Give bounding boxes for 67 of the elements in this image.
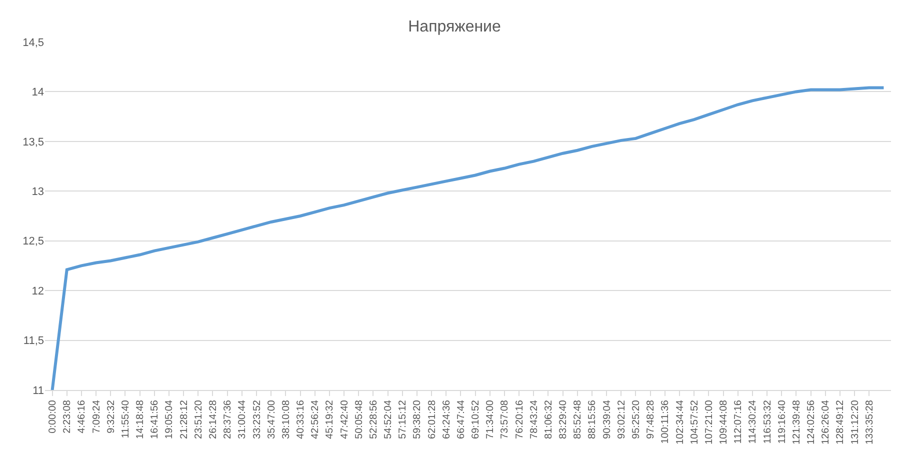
x-tick-label: 19:05:04	[164, 400, 176, 439]
x-tick-label: 104:57:52	[689, 400, 700, 444]
x-tick-label: 42:56:24	[310, 400, 322, 439]
x-tick-label: 97:48:28	[646, 400, 657, 439]
x-tick-label: 112:07:16	[733, 400, 744, 444]
x-tick-label: 133:35:28	[864, 400, 876, 444]
y-tick-label: 13,5	[22, 136, 44, 148]
x-tick-label: 107:21:00	[704, 400, 715, 444]
x-tick-label: 83:29:40	[558, 400, 570, 439]
x-tick-label: 23:51:20	[193, 400, 204, 439]
x-tick-label: 121:39:48	[791, 400, 802, 444]
x-tick-label: 33:23:52	[252, 400, 263, 439]
x-tick-label: 35:47:00	[266, 400, 278, 439]
y-tick-label: 12,5	[22, 236, 44, 248]
x-tick-label: 90:39:04	[602, 400, 613, 439]
x-tick-label: 95:25:20	[630, 400, 642, 439]
x-tick-label: 47:42:40	[339, 400, 350, 439]
x-tick-label: 66:47:44	[456, 400, 467, 439]
x-tick-label: 21:28:12	[178, 400, 190, 439]
x-tick-label: 126:26:04	[820, 400, 832, 444]
x-tick-label: 14:18:48	[135, 400, 146, 439]
x-tick-label: 54:52:04	[383, 400, 394, 439]
x-tick-label: 57:15:12	[398, 400, 409, 439]
x-tick-label: 116:53:32	[762, 400, 774, 444]
x-tick-label: 0:00:00	[48, 400, 59, 434]
x-tick-label: 119:16:40	[776, 400, 788, 444]
x-tick-label: 45:19:32	[324, 400, 336, 439]
x-tick-label: 11:55:40	[120, 400, 132, 438]
line-series	[50, 86, 886, 390]
x-tick-label: 9:32:32	[106, 400, 117, 434]
x-tick-label: 102:34:44	[674, 400, 686, 444]
x-tick-label: 100:11:36	[660, 400, 672, 444]
x-tick-label: 26:14:28	[208, 400, 219, 439]
x-tick-label: 76:20:16	[514, 400, 526, 439]
x-tick-label: 38:10:08	[280, 400, 292, 439]
y-tick-label: 12	[32, 285, 44, 298]
x-tick-label: 69:10:52	[470, 400, 482, 439]
y-tick-label: 14	[32, 86, 44, 99]
x-tick-label: 16:41:56	[150, 400, 161, 439]
x-tick-label: 109:44:08	[718, 400, 730, 444]
x-tick-label: 64:24:36	[441, 400, 452, 439]
x-tick-label: 128:49:12	[835, 400, 846, 444]
x-tick-label: 124:02:56	[806, 400, 818, 444]
x-tick-label: 4:46:16	[76, 400, 88, 434]
x-tick-label: 81:06:32	[543, 400, 554, 439]
x-tick-label: 31:00:44	[237, 400, 248, 439]
x-tick-label: 93:02:12	[616, 400, 628, 439]
x-tick-label: 2:23:08	[62, 400, 74, 434]
x-tick-label: 28:37:36	[222, 400, 234, 439]
x-tick-label: 85:52:48	[572, 400, 584, 439]
x-tick-label: 131:12:20	[850, 400, 861, 444]
y-tick-label: 11,5	[23, 335, 44, 348]
chart-title: Напряжение	[408, 18, 501, 36]
x-tick-label: 71:34:00	[485, 400, 496, 439]
x-tick-label: 73:57:08	[500, 400, 511, 439]
y-tick-label: 14,5	[22, 36, 44, 49]
y-tick-label: 13	[32, 186, 44, 198]
x-tick-label: 40:33:16	[296, 400, 307, 439]
x-tick-label: 59:38:20	[412, 400, 424, 439]
x-tick-label: 114:30:24	[748, 400, 759, 444]
x-tick-label: 62:01:28	[426, 400, 438, 439]
x-tick-label: 78:43:24	[528, 400, 540, 439]
x-tick-label: 7:09:24	[91, 400, 102, 434]
x-tick-label: 50:05:48	[354, 400, 365, 439]
x-tick-label: 88:15:56	[587, 400, 598, 439]
x-tick-label: 52:28:56	[368, 400, 380, 439]
y-tick-label: 11	[32, 384, 44, 397]
